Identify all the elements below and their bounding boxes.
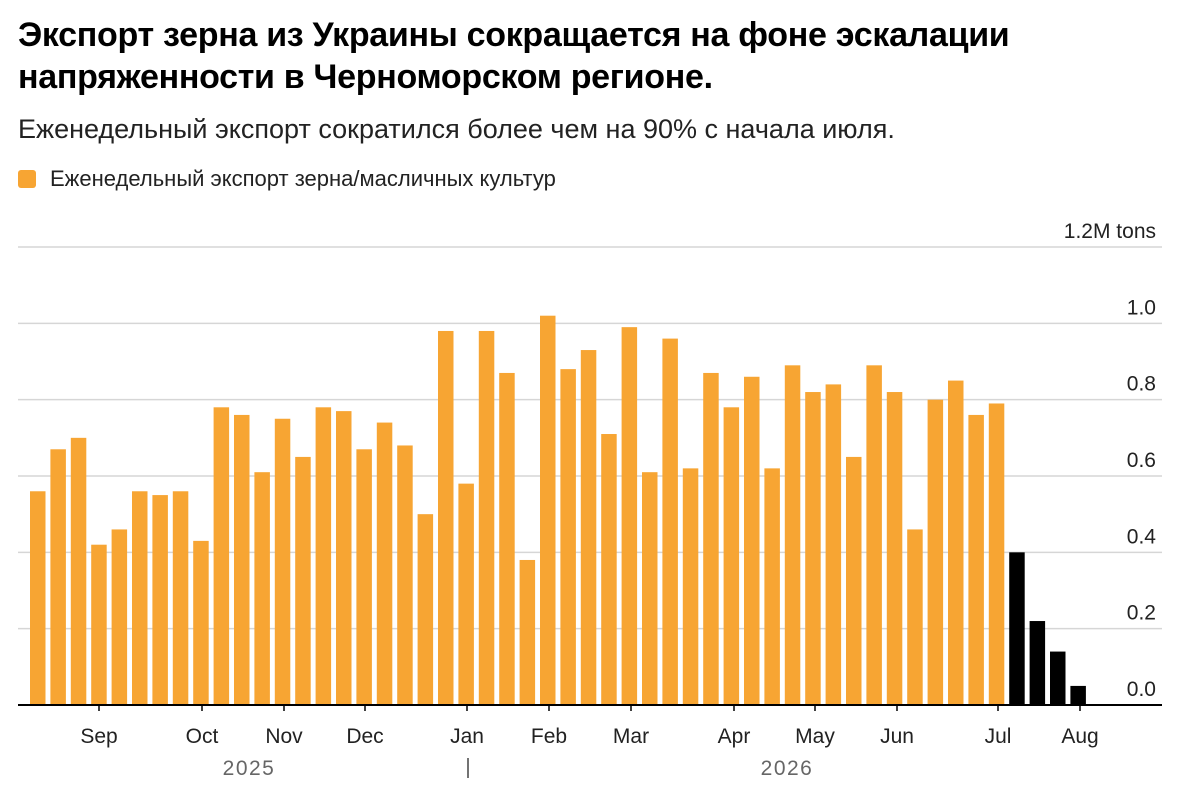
x-tick-label: Jan: [450, 725, 484, 748]
x-tick-label: Sep: [80, 725, 117, 748]
x-tick-label: Dec: [346, 725, 383, 748]
bar: [968, 414, 984, 705]
bar: [458, 483, 474, 705]
bar: [499, 372, 515, 705]
bar: [846, 456, 862, 705]
bar: [111, 529, 128, 705]
bar: [397, 445, 413, 705]
bar: [662, 338, 678, 705]
bar: [1070, 685, 1086, 705]
x-tick-label: Aug: [1061, 725, 1098, 748]
bar: [540, 315, 556, 705]
bar: [723, 407, 740, 705]
year-label: 2025: [223, 757, 276, 780]
y-tick-label: 0.6: [1127, 449, 1156, 472]
bar: [1050, 651, 1066, 705]
bar: [927, 399, 944, 705]
bar: [580, 350, 597, 705]
bar: [764, 468, 780, 705]
bar: [274, 418, 291, 705]
bar: [601, 434, 617, 705]
bar: [336, 411, 352, 705]
bar: [805, 392, 821, 705]
bar: [132, 491, 148, 705]
bar: [988, 403, 1005, 705]
bar: [519, 559, 536, 705]
x-tick-label: Apr: [718, 725, 751, 748]
bar: [315, 407, 332, 705]
bar: [417, 514, 434, 705]
bar: [50, 449, 66, 705]
bar: [152, 495, 168, 705]
y-tick-label: 1.2M tons: [1064, 220, 1156, 243]
bar: [478, 330, 495, 705]
bar: [948, 380, 964, 705]
x-tick-label: Oct: [186, 725, 219, 748]
bar: [356, 449, 372, 705]
bar: [1009, 552, 1025, 705]
bar: [172, 491, 189, 705]
bar: [907, 529, 923, 705]
bar: [295, 456, 311, 705]
y-tick-label: 0.2: [1127, 602, 1156, 625]
bar: [193, 540, 209, 705]
bar: [376, 422, 393, 705]
y-tick-label: 1.0: [1127, 296, 1156, 319]
x-tick-label: May: [795, 725, 835, 748]
bar: [70, 437, 87, 705]
chart-subtitle: Еженедельный экспорт сократился более че…: [18, 114, 895, 144]
bar: [560, 369, 576, 705]
bar: [1029, 621, 1046, 705]
y-tick-label: 0.0: [1127, 678, 1156, 701]
y-tick-label: 0.4: [1127, 525, 1157, 548]
year-label: 2026: [761, 757, 814, 780]
bar: [642, 472, 658, 705]
bar: [682, 468, 699, 705]
bar: [703, 372, 719, 705]
bar: [825, 384, 842, 705]
x-tick-label: Feb: [531, 725, 567, 748]
bar: [91, 544, 107, 705]
bar: [254, 472, 270, 705]
bar: [866, 365, 882, 705]
bar: [438, 330, 454, 705]
x-tick-label: Nov: [265, 725, 303, 748]
bar: [744, 376, 760, 705]
chart-title: Экспорт зерна из Украины сокращается на …: [18, 16, 1010, 96]
bar: [213, 407, 230, 705]
bar: [234, 414, 250, 705]
bar: [784, 365, 801, 705]
legend-label: Еженедельный экспорт зерна/масличных кул…: [50, 166, 556, 191]
x-tick-label: Jul: [985, 725, 1012, 748]
bar: [621, 327, 638, 705]
bar: [30, 491, 46, 705]
y-tick-label: 0.8: [1127, 373, 1156, 396]
x-tick-label: Jun: [880, 725, 914, 748]
legend-swatch: [18, 170, 36, 188]
x-tick-label: Mar: [613, 725, 649, 748]
legend: Еженедельный экспорт зерна/масличных кул…: [18, 166, 556, 192]
bar: [886, 392, 903, 705]
